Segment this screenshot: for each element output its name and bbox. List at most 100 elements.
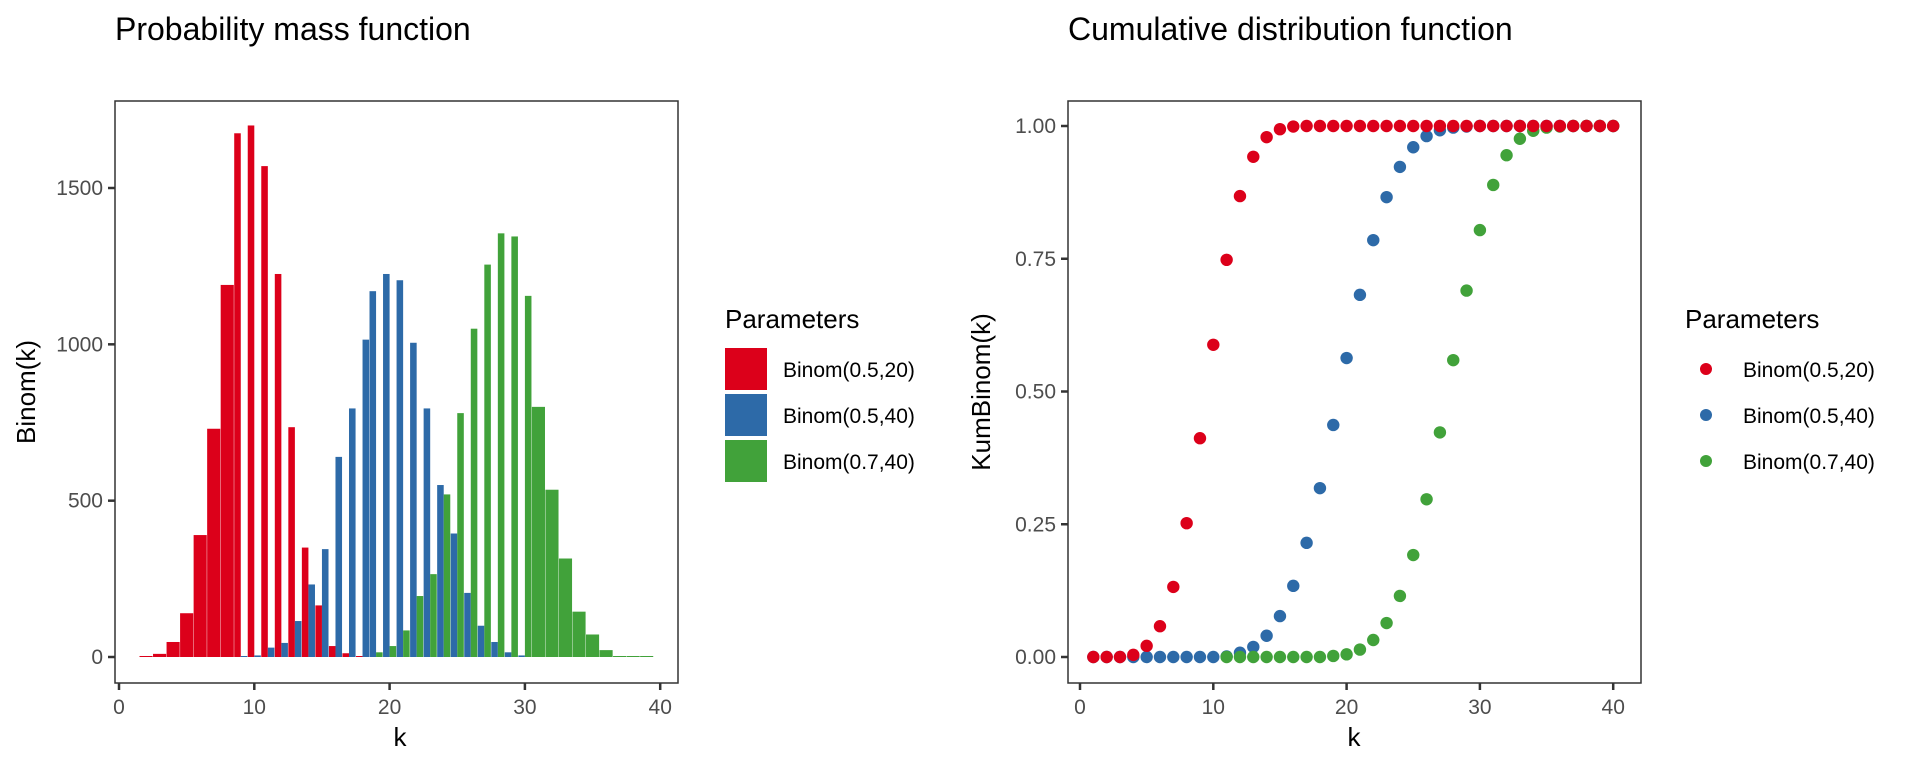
cdf-point bbox=[1233, 650, 1247, 664]
cdf-point bbox=[1207, 338, 1220, 351]
cdf-point bbox=[1540, 119, 1553, 133]
cdf-point bbox=[1153, 650, 1167, 664]
cdf-point bbox=[1327, 418, 1340, 432]
cdf-point bbox=[1433, 426, 1447, 439]
cdf-point bbox=[1153, 620, 1167, 633]
pmf-panel-border bbox=[114, 100, 679, 684]
pmf-bar bbox=[511, 236, 518, 657]
pmf-bar bbox=[558, 558, 573, 657]
pmf-bar bbox=[599, 650, 613, 657]
cdf-point bbox=[1407, 119, 1420, 133]
pmf-bar bbox=[254, 655, 261, 657]
cdf-y-tick-label: 0.25 bbox=[1015, 513, 1056, 536]
cdf-point bbox=[1180, 650, 1193, 664]
pmf-bar bbox=[524, 295, 532, 657]
pmf-legend-title: Parameters bbox=[725, 304, 859, 334]
cdf-point bbox=[1247, 150, 1260, 163]
cdf-point bbox=[1367, 119, 1380, 133]
legend-key-swatch bbox=[725, 348, 767, 390]
pmf-bar bbox=[450, 533, 458, 657]
cdf-point bbox=[1420, 493, 1433, 506]
cdf-point bbox=[1407, 141, 1420, 154]
cdf-point bbox=[1327, 119, 1340, 133]
cdf-point bbox=[1420, 129, 1433, 143]
cdf-point bbox=[1607, 119, 1620, 133]
cdf-point bbox=[1367, 633, 1380, 647]
legend-label: Binom(0.5,20) bbox=[783, 359, 915, 382]
pmf-bar bbox=[470, 328, 478, 657]
cdf-point bbox=[1460, 119, 1473, 133]
cdf-point bbox=[1100, 650, 1113, 664]
pmf-bar bbox=[443, 494, 451, 657]
cdf-point bbox=[1247, 640, 1260, 654]
pmf-bar bbox=[321, 549, 329, 657]
pmf-bar bbox=[477, 625, 485, 657]
pmf-bar bbox=[288, 427, 295, 657]
pmf-bar bbox=[274, 273, 282, 657]
pmf-bar bbox=[484, 264, 491, 657]
pmf-bar bbox=[315, 605, 322, 657]
legend-key-point bbox=[1700, 409, 1712, 421]
cdf-point bbox=[1193, 432, 1207, 445]
pmf-bar bbox=[383, 273, 390, 657]
pmf-y-axis-title: Binom(k) bbox=[11, 340, 41, 444]
cdf-point bbox=[1380, 616, 1393, 630]
cdf-point bbox=[1313, 481, 1327, 495]
cdf-x-axis-title: k bbox=[1348, 722, 1362, 752]
pmf-bar bbox=[437, 485, 444, 657]
cdf-point bbox=[1300, 536, 1313, 550]
pmf-bar bbox=[328, 646, 336, 657]
cdf-point bbox=[1287, 579, 1300, 593]
cdf-x-tick-label: 40 bbox=[1602, 696, 1625, 719]
cdf-point bbox=[1580, 119, 1593, 133]
pmf-bar bbox=[193, 535, 207, 657]
cdf-point bbox=[1447, 119, 1460, 133]
cdf-point bbox=[1220, 650, 1233, 664]
pmf-x-tick-label: 0 bbox=[113, 696, 125, 719]
legend-label: Binom(0.7,40) bbox=[783, 451, 915, 474]
pmf-bar bbox=[349, 408, 356, 657]
pmf-x-tick-label: 10 bbox=[243, 696, 266, 719]
pmf-bar bbox=[294, 621, 302, 657]
pmf-y-tick-label: 0 bbox=[91, 646, 103, 669]
legend-label: Binom(0.5,20) bbox=[1743, 359, 1875, 382]
pmf-bar bbox=[220, 284, 234, 657]
pmf-x-axis: 0 10 20 30 40 bbox=[113, 683, 672, 719]
cdf-point bbox=[1513, 132, 1527, 145]
cdf-legend-title: Parameters bbox=[1685, 304, 1819, 334]
cdf-point bbox=[1313, 119, 1327, 133]
cdf-point bbox=[1353, 119, 1367, 133]
pmf-bar bbox=[613, 656, 627, 657]
pmf-bar bbox=[342, 653, 350, 657]
pmf-title: Probability mass function bbox=[115, 11, 471, 47]
cdf-chart: Cumulative distribution function 0.00 0.2… bbox=[966, 11, 1875, 752]
pmf-bar bbox=[585, 634, 600, 657]
pmf-bar bbox=[491, 641, 498, 657]
cdf-point bbox=[1433, 119, 1447, 133]
cdf-point bbox=[1593, 119, 1607, 133]
pmf-bar bbox=[545, 489, 559, 657]
pmf-bar bbox=[267, 647, 275, 657]
cdf-point bbox=[1500, 119, 1513, 133]
pmf-bar bbox=[626, 656, 640, 657]
cdf-point bbox=[1207, 650, 1220, 664]
cdf-point bbox=[1380, 190, 1393, 204]
cdf-y-axis-title: KumBinom(k) bbox=[966, 313, 996, 470]
pmf-bar bbox=[410, 342, 417, 657]
legend-label: Binom(0.7,40) bbox=[1743, 451, 1875, 474]
pmf-bar bbox=[640, 656, 654, 657]
pmf-bar bbox=[335, 456, 343, 657]
cdf-point bbox=[1513, 119, 1527, 133]
cdf-y-tick-label: 0.75 bbox=[1015, 248, 1056, 271]
pmf-bar bbox=[504, 652, 512, 657]
cdf-x-tick-label: 0 bbox=[1074, 696, 1086, 719]
cdf-point bbox=[1393, 160, 1407, 174]
cdf-point bbox=[1473, 223, 1487, 237]
legend-key-point bbox=[1700, 455, 1712, 467]
pmf-bar bbox=[423, 408, 431, 657]
cdf-point bbox=[1260, 130, 1273, 144]
cdf-point bbox=[1193, 650, 1207, 664]
cdf-point bbox=[1287, 120, 1300, 133]
pmf-bar bbox=[166, 641, 180, 657]
